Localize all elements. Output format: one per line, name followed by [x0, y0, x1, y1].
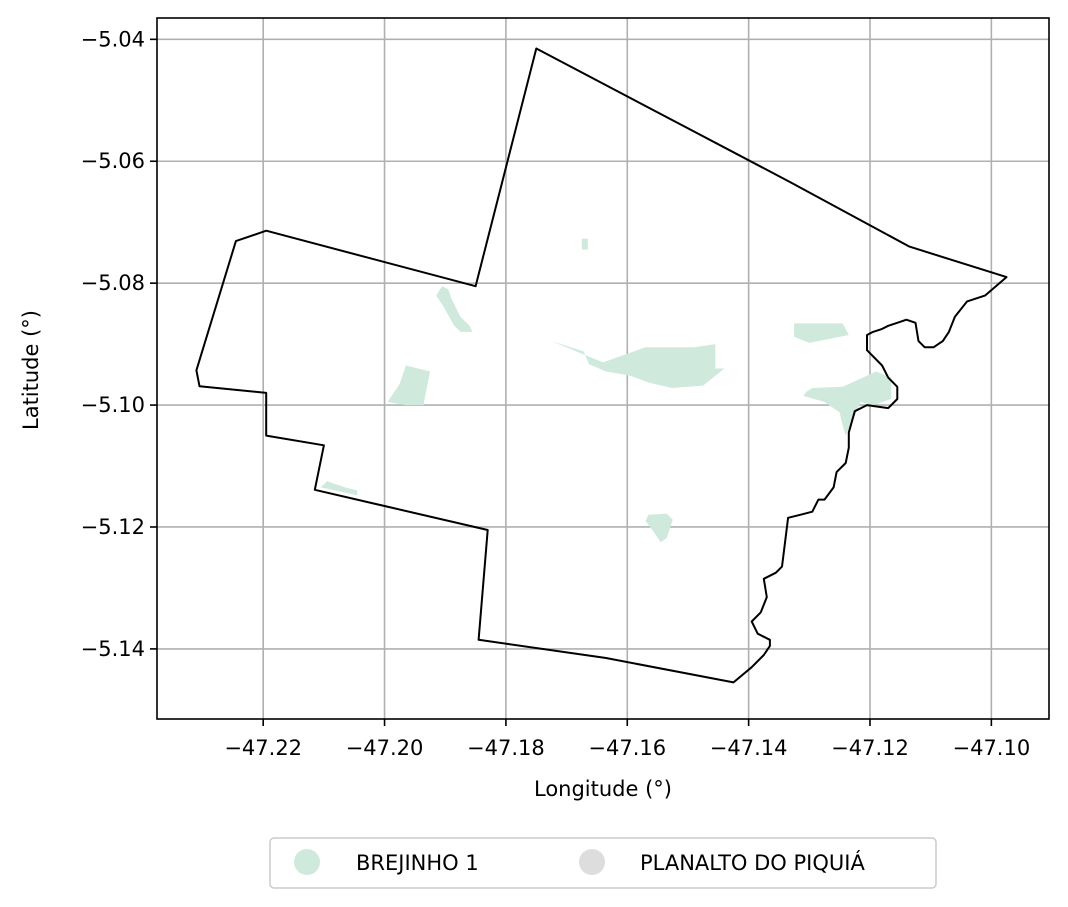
legend-label: PLANALTO DO PIQUIÁ: [640, 850, 865, 875]
area-boundary: [195, 47, 1008, 684]
region-brejinho: [794, 323, 849, 343]
y-tick-label: −5.08: [81, 271, 145, 295]
region-brejinho: [387, 365, 431, 406]
y-tick-label: −5.14: [81, 637, 145, 661]
legend-marker: [294, 849, 320, 875]
axis-ticks: −47.22 −47.20 −47.18 −47.16 −47.14 −47.12 −47.…: [81, 27, 1031, 760]
region-brejinho: [581, 238, 588, 250]
x-tick-label: −47.20: [346, 736, 424, 760]
x-tick-label: −47.22: [224, 736, 302, 760]
region-brejinho: [551, 341, 725, 388]
map-regions: [320, 238, 892, 543]
x-tick-label: −47.10: [952, 736, 1030, 760]
x-tick-label: −47.18: [467, 736, 545, 760]
region-brejinho: [320, 481, 358, 496]
region-brejinho: [803, 371, 892, 436]
grid-lines: [157, 18, 1049, 719]
y-tick-label: −5.04: [81, 27, 145, 51]
legend-label: BREJINHO 1: [356, 851, 479, 875]
x-axis-label: Longitude (°): [534, 777, 672, 801]
x-tick-label: −47.16: [588, 736, 666, 760]
legend-marker: [579, 849, 605, 875]
region-brejinho: [645, 513, 673, 543]
y-axis-label: Latitude (°): [19, 310, 43, 430]
x-tick-label: −47.12: [831, 736, 909, 760]
region-brejinho: [436, 286, 473, 332]
x-tick-label: −47.14: [710, 736, 788, 760]
y-tick-label: −5.10: [81, 393, 145, 417]
y-tick-label: −5.06: [81, 149, 145, 173]
plot-frame: [156, 17, 1050, 720]
boundary-layer: [195, 47, 1008, 684]
y-tick-label: −5.12: [81, 515, 145, 539]
legend: BREJINHO 1 PLANALTO DO PIQUIÁ: [269, 837, 937, 889]
